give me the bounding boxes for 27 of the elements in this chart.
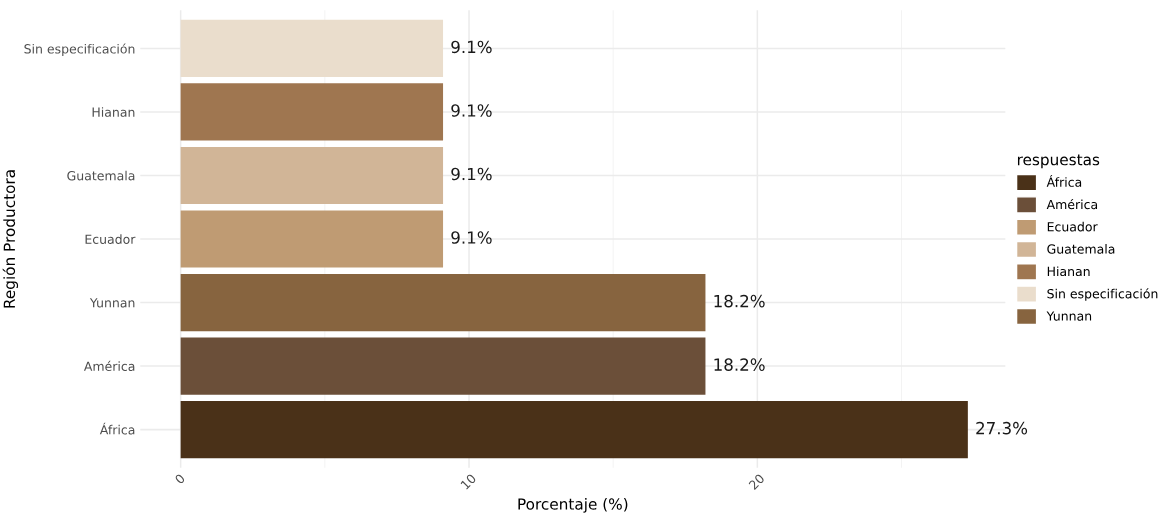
data-label: 9.1% (451, 40, 492, 54)
y-tick-label: Hianan (92, 107, 135, 117)
legend-label: Hianan (1047, 266, 1090, 277)
legend-label: Yunnan (1046, 311, 1092, 321)
y-tick-label: América (83, 360, 135, 372)
y-tick-label: Yunnan (89, 298, 135, 308)
data-label: 9.1% (451, 231, 492, 244)
y-tick-label: Sin especificación (24, 43, 135, 56)
data-label: 27.3% (976, 421, 1028, 435)
legend-label: Sin especificación (1047, 288, 1158, 301)
legend-label: América (1046, 199, 1098, 210)
x-tick-label: 0 (174, 473, 186, 485)
legend-label: Ecuador (1047, 221, 1098, 232)
y-axis-title: Región Productora (2, 170, 19, 308)
data-label: 18.2% (714, 294, 765, 308)
legend-label: África (1046, 175, 1082, 187)
x-axis-title: Porcentaje (%) (518, 497, 628, 513)
legend-label: Guatemala (1047, 244, 1115, 254)
data-label: 9.1% (451, 104, 492, 117)
data-label: 9.1% (451, 167, 492, 181)
legend-title: respuestas (1017, 154, 1100, 169)
y-tick-label: Ecuador (85, 234, 136, 244)
data-label: 18.2% (714, 358, 765, 371)
y-tick-label: Guatemala (67, 170, 135, 181)
x-tick-label: 10 (460, 473, 477, 490)
y-tick-label: África (99, 422, 135, 435)
x-tick-label: 20 (748, 473, 765, 491)
